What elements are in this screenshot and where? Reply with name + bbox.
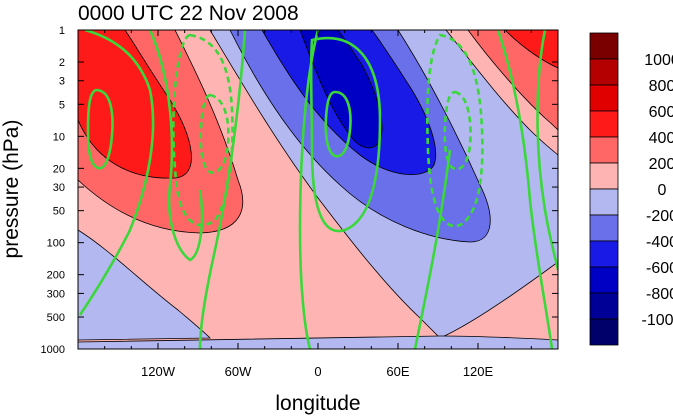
colorbar-swatch — [589, 84, 619, 112]
green-contour-6 — [298, 30, 320, 349]
green-contour-13 — [198, 30, 247, 349]
colorbar-label: 400 — [649, 130, 673, 147]
green-contour-11 — [496, 30, 554, 349]
x-tick-label: 0 — [314, 364, 321, 379]
colorbar: 1000 800 600 400 200 0 -200 -400 -600 -800 -1000 — [589, 32, 673, 346]
y-tick-label: 500 — [47, 312, 65, 324]
field-region-neg-lower — [78, 229, 211, 341]
colorbar-swatch — [589, 292, 619, 320]
colorbar-label: -1000 — [642, 312, 673, 329]
x-axis-label: longitude — [275, 392, 360, 415]
green-contour-4 — [172, 33, 234, 227]
green-contour-14 — [413, 149, 452, 349]
colorbar-swatch — [589, 110, 619, 138]
colorbar-swatch — [589, 188, 619, 216]
green-contour-12 — [536, 30, 558, 271]
y-tick-label: 50 — [53, 206, 65, 218]
green-contour-10 — [443, 90, 472, 171]
colorbar-label: -800 — [646, 286, 673, 303]
x-axis: 120W 60W 0 60E 120E — [77, 30, 559, 379]
colorbar-label: 800 — [649, 78, 673, 95]
colorbar-swatch — [589, 240, 619, 268]
colorbar-swatch — [589, 136, 619, 164]
green-contours — [78, 30, 558, 349]
green-contour-7 — [309, 36, 382, 233]
y-tick-label: 200 — [47, 270, 65, 282]
plot-area — [78, 30, 558, 349]
colorbar-swatch — [589, 32, 619, 60]
y-tick-label: 2 — [59, 57, 65, 69]
colorbar-swatch — [589, 162, 619, 190]
green-contour-8 — [324, 90, 352, 158]
colorbar-swatch — [589, 318, 619, 346]
colorbar-label: 600 — [649, 104, 673, 121]
y-axis: 1 2 3 5 10 20 30 50 100 200 300 500 1000 — [41, 25, 558, 356]
y-tick-label: 1 — [59, 25, 65, 37]
y-axis-label: pressure (hPa) — [0, 120, 23, 259]
colorbar-swatch — [589, 266, 619, 294]
colorbar-label: -200 — [646, 208, 673, 225]
green-contour-1 — [78, 30, 155, 316]
green-contour-9 — [426, 33, 484, 228]
colorbar-label: -400 — [646, 234, 673, 251]
y-tick-label: 10 — [53, 131, 65, 143]
y-tick-label: 300 — [47, 288, 65, 300]
green-contour-5 — [199, 93, 230, 174]
y-tick-label: 1000 — [41, 344, 65, 356]
colorbar-swatch — [589, 214, 619, 242]
y-tick-label: 100 — [47, 238, 65, 250]
x-tick-label: 60W — [225, 364, 252, 379]
y-tick-label: 5 — [59, 99, 65, 111]
field-bottom-band — [78, 335, 558, 349]
colorbar-label: 200 — [649, 156, 673, 173]
colorbar-label: 1000 — [644, 52, 673, 69]
colorbar-swatch — [589, 58, 619, 86]
x-tick-label: 60E — [386, 364, 409, 379]
colorbar-label: -600 — [646, 260, 673, 277]
y-tick-label: 20 — [53, 163, 65, 175]
green-contour-3 — [148, 30, 204, 262]
colorbar-label: 0 — [658, 182, 667, 199]
y-tick-label: 30 — [53, 182, 65, 194]
green-contour-2 — [86, 88, 114, 170]
chart-title: 0000 UTC 22 Nov 2008 — [78, 2, 299, 25]
x-tick-label: 120W — [141, 364, 176, 379]
y-tick-label: 3 — [59, 76, 65, 88]
x-tick-label: 120E — [463, 364, 494, 379]
